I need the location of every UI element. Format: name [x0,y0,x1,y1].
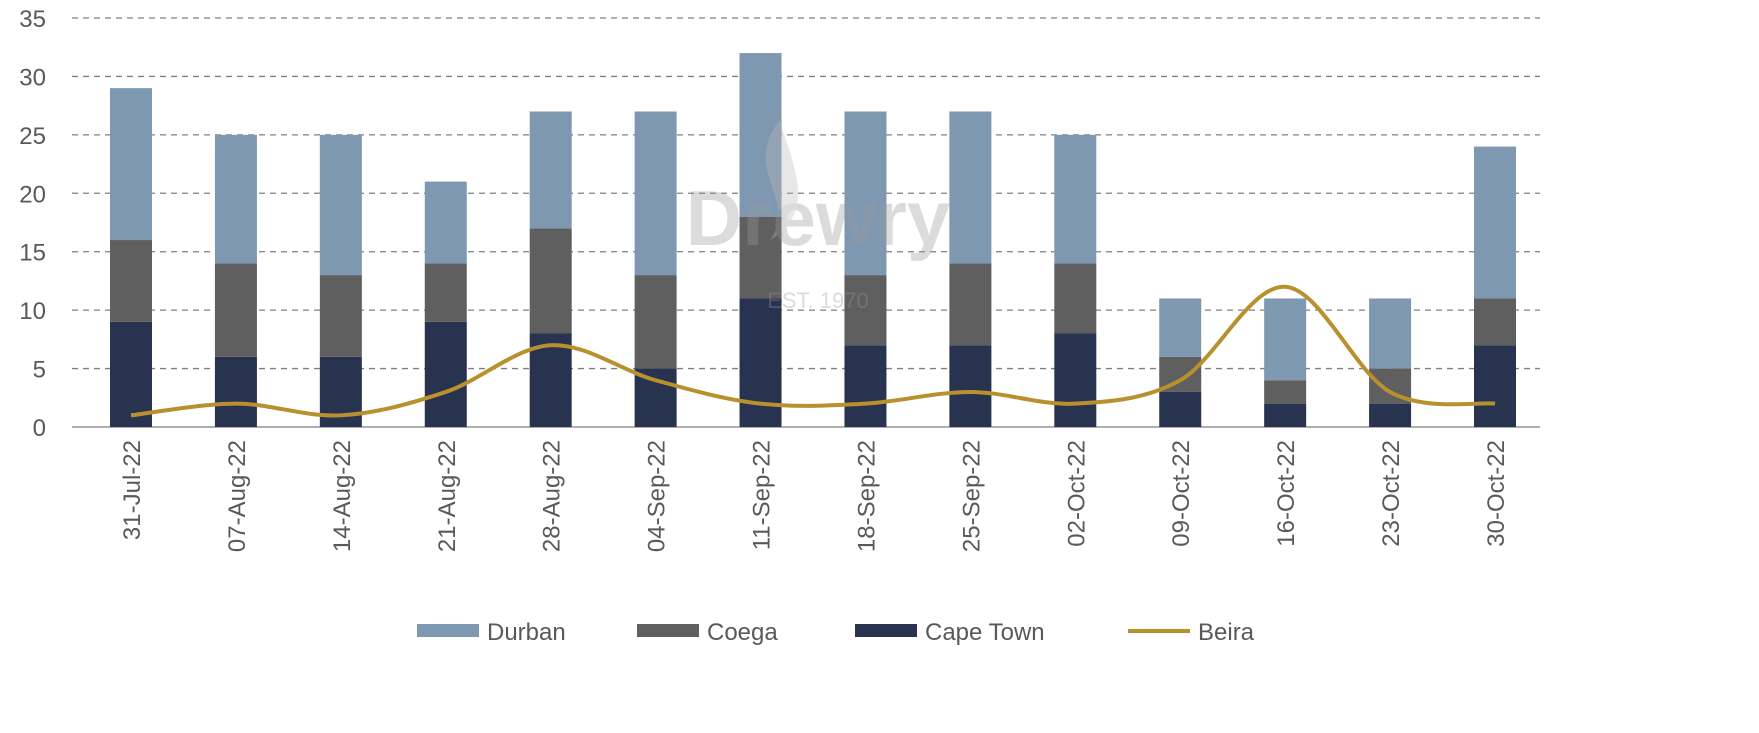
bars [110,53,1516,427]
bar-coega [529,228,572,334]
legend: Durban Coega Cape Town Beira [417,619,1255,646]
watermark-logo: Drewry EST. 1970 [686,120,950,313]
bar-cape-town [634,368,677,427]
bar-cape-town [1264,403,1307,427]
legend-label: Beira [1198,619,1255,646]
legend-swatch [637,624,699,637]
bar-durban [1474,146,1516,299]
legend-label: Cape Town [925,619,1045,646]
flame-icon [765,120,799,240]
svg-text:Drewry: Drewry [686,174,950,262]
bar-cape-town [1474,345,1516,427]
y-axis: 0 5 10 15 20 25 30 35 [19,6,46,442]
x-axis: 31-Jul-22 07-Aug-22 14-Aug-22 21-Aug-22 28-A… [119,440,1510,552]
bar-durban [424,181,467,264]
bar-cape-town [214,356,257,427]
bar-cape-town [424,321,467,427]
x-tick-label: 25-Sep-22 [958,440,985,552]
bar-coega [634,275,677,369]
bar-durban [214,134,257,264]
legend-swatch [417,624,479,637]
y-tick-label: 25 [19,123,46,150]
y-tick-label: 0 [33,415,46,442]
bar-durban [1159,298,1202,357]
bar-durban [1264,298,1307,381]
legend-swatch [855,624,917,637]
series-line-beira [130,284,1496,418]
x-tick-label: 21-Aug-22 [434,440,461,552]
x-tick-label: 30-Oct-22 [1483,440,1510,547]
y-tick-label: 15 [19,240,46,267]
bar-coega [424,263,467,322]
y-tick-label: 35 [19,6,46,33]
x-tick-label: 04-Sep-22 [644,440,671,552]
x-tick-label: 31-Jul-22 [119,440,146,540]
bar-coega [739,216,782,299]
bar-cape-town [1159,391,1202,427]
bar-coega [1264,380,1307,404]
bar-cape-town [739,298,782,427]
bar-coega [1474,298,1516,346]
bar-durban [634,111,677,276]
bar-durban [529,111,572,229]
bar-coega [844,275,887,346]
bar-coega [949,263,992,346]
y-tick-label: 10 [19,298,46,325]
x-tick-label: 14-Aug-22 [329,440,356,552]
x-tick-label: 23-Oct-22 [1378,440,1405,547]
bar-cape-town [1054,333,1097,427]
bar-durban [949,111,992,264]
bar-cape-town [844,345,887,427]
bar-coega [319,275,362,357]
x-tick-label: 02-Oct-22 [1063,440,1090,547]
x-tick-label: 28-Aug-22 [539,440,566,552]
legend-label: Durban [487,619,566,646]
bar-coega [1054,263,1097,334]
bar-durban [319,134,362,276]
bar-durban [1369,298,1412,369]
beira-line [130,284,1496,418]
bar-cape-town [1369,403,1412,427]
bar-durban [844,111,887,276]
y-tick-label: 20 [19,181,46,208]
y-tick-label: 5 [33,357,46,384]
y-tick-label: 30 [19,64,46,91]
legend-label: Coega [707,619,778,646]
x-tick-label: 18-Sep-22 [853,440,880,552]
legend-item-cape-town: Cape Town [855,619,1045,646]
bar-coega [214,263,257,357]
x-tick-label: 16-Oct-22 [1273,440,1300,547]
bar-cape-town [949,345,992,427]
legend-item-beira: Beira [1128,619,1255,646]
bar-cape-town [110,321,152,427]
legend-item-coega: Coega [637,619,778,646]
bar-durban [110,88,152,241]
x-tick-label: 09-Oct-22 [1168,440,1195,547]
bar-durban [1054,134,1097,264]
bar-coega [110,240,152,322]
legend-item-durban: Durban [417,619,566,646]
bar-durban [739,53,782,217]
x-tick-label: 11-Sep-22 [749,440,776,550]
svg-text:EST. 1970: EST. 1970 [767,288,869,313]
x-tick-label: 07-Aug-22 [224,440,251,552]
